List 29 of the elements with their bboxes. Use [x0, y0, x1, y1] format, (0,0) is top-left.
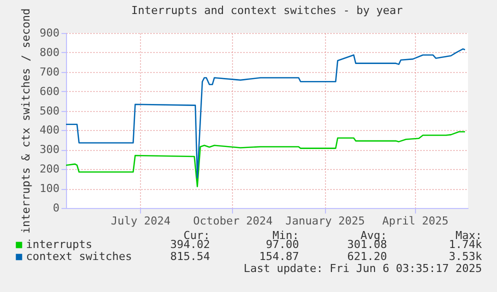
y-tick-label: 800 [40, 46, 60, 59]
text: 1.74k [448, 238, 482, 251]
x-tick-label: April 2025 [382, 214, 448, 228]
y-tick-label: 600 [40, 84, 60, 98]
x-tick-label: January 2025 [285, 214, 365, 228]
legend-label: interrupts [26, 238, 92, 251]
line-series [66, 131, 466, 188]
x-tick-label: July 2024 [110, 214, 171, 228]
chart-title: Interrupts and context switches - by year [131, 4, 404, 17]
y-tick-label: 400 [40, 124, 60, 137]
text: 154.87 [259, 250, 299, 263]
y-tick-label: 700 [40, 65, 60, 78]
text: 815.54 [170, 250, 210, 263]
y-tick-label: 0 [52, 202, 60, 214]
line-series [66, 48, 466, 179]
text: Last update: Fri Jun 6 03:35:17 2025 [244, 262, 482, 275]
text: 3.53k [448, 250, 482, 263]
text: 97.00 [266, 238, 299, 251]
text: 301.08 [347, 238, 387, 251]
text: 621.20 [347, 250, 387, 263]
text: 394.02 [170, 238, 210, 251]
y-axis-title: interrupts & ctx switches / second [20, 8, 33, 234]
y-tick-label: 900 [40, 26, 60, 40]
y-tick-label: 100 [40, 182, 60, 196]
y-tick-label: 300 [40, 143, 60, 156]
y-tick-label: 200 [40, 162, 60, 176]
x-tick-label: October 2024 [193, 214, 274, 228]
legend-label: context switches [26, 250, 132, 263]
y-tick-label: 500 [40, 104, 60, 118]
